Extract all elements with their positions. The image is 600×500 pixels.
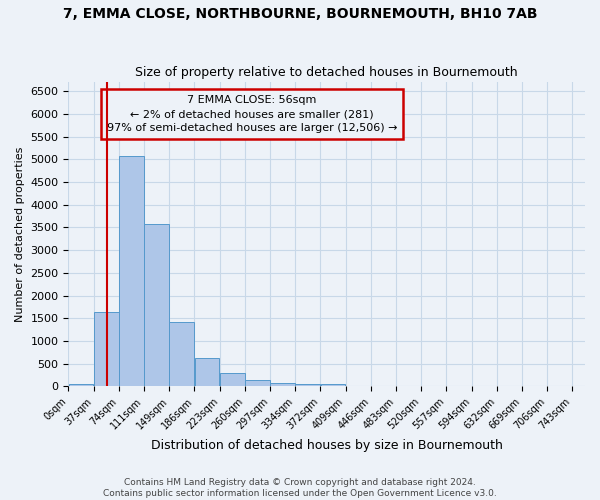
Bar [295,384,320,386]
Bar [270,382,295,386]
Bar [144,224,169,386]
X-axis label: Distribution of detached houses by size in Bournemouth: Distribution of detached houses by size … [151,440,503,452]
Bar [94,312,119,386]
Y-axis label: Number of detached properties: Number of detached properties [15,146,25,322]
Title: Size of property relative to detached houses in Bournemouth: Size of property relative to detached ho… [136,66,518,80]
Text: Contains HM Land Registry data © Crown copyright and database right 2024.
Contai: Contains HM Land Registry data © Crown c… [103,478,497,498]
Bar [194,358,220,386]
Bar [220,373,245,386]
Bar [169,322,194,386]
Bar [119,156,144,386]
Bar [68,384,94,386]
Bar [320,384,346,386]
Text: 7 EMMA CLOSE: 56sqm
← 2% of detached houses are smaller (281)
97% of semi-detach: 7 EMMA CLOSE: 56sqm ← 2% of detached hou… [107,95,397,133]
Text: 7, EMMA CLOSE, NORTHBOURNE, BOURNEMOUTH, BH10 7AB: 7, EMMA CLOSE, NORTHBOURNE, BOURNEMOUTH,… [63,8,537,22]
Bar [245,380,270,386]
